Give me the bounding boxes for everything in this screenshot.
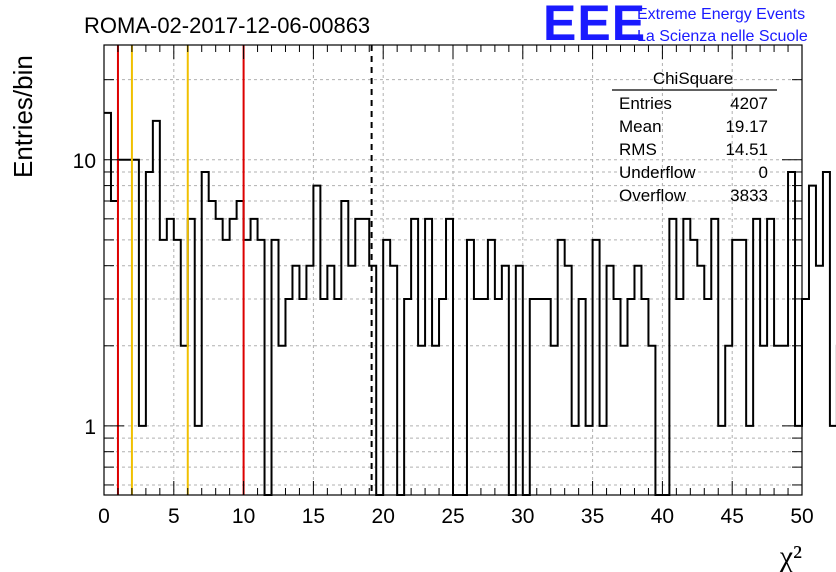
threshold-lines [116,45,373,495]
x-tick-label: 40 [651,505,674,528]
eee-logo: EEE Extreme Energy Events La Scienza nel… [543,0,808,51]
x-tick-label: 30 [511,505,534,528]
x-tick-label: 50 [790,505,813,528]
axis-ticks [103,45,803,495]
x-axis-title: χ² [779,540,802,572]
histogram-series [104,111,836,496]
x-tick-label: 35 [581,505,604,528]
stats-label-entries: Entries [619,94,672,113]
y-tick-label: 1 [84,416,96,439]
logo-line-1: Extreme Energy Events [637,6,805,23]
stats-label-rms: RMS [619,140,657,159]
logo-line-2: La Scienza nelle Scuole [637,28,808,45]
stats-box: ChiSquare Entries 4207 Mean 19.17 RMS 14… [612,69,777,205]
x-tick-label: 20 [372,505,395,528]
stats-label-mean: Mean [619,117,662,136]
x-tick-label: 10 [232,505,255,528]
stats-value-mean: 19.17 [725,117,768,136]
stats-value-rms: 14.51 [725,140,768,159]
x-tick-label: 5 [168,505,180,528]
stats-box-title: ChiSquare [653,69,733,88]
x-tick-label: 25 [441,505,464,528]
x-tick-labels: 0 5 10 15 20 25 30 35 40 45 50 [98,505,814,528]
stats-value-underflow: 0 [759,163,768,182]
y-axis-title: Entries/bin [8,55,38,178]
histogram-title: ROMA-02-2017-12-06-00863 [84,13,370,38]
eee-logo-mark: EEE [543,0,646,51]
x-tick-label: 45 [721,505,744,528]
stats-value-entries: 4207 [730,94,768,113]
x-tick-label: 15 [302,505,325,528]
histogram-outline [104,111,836,496]
x-tick-label: 0 [98,505,110,528]
y-tick-label: 10 [73,150,96,173]
stats-label-underflow: Underflow [619,163,696,182]
stats-label-overflow: Overflow [619,186,687,205]
y-tick-labels: 1 10 [73,150,96,439]
stats-value-overflow: 3833 [730,186,768,205]
